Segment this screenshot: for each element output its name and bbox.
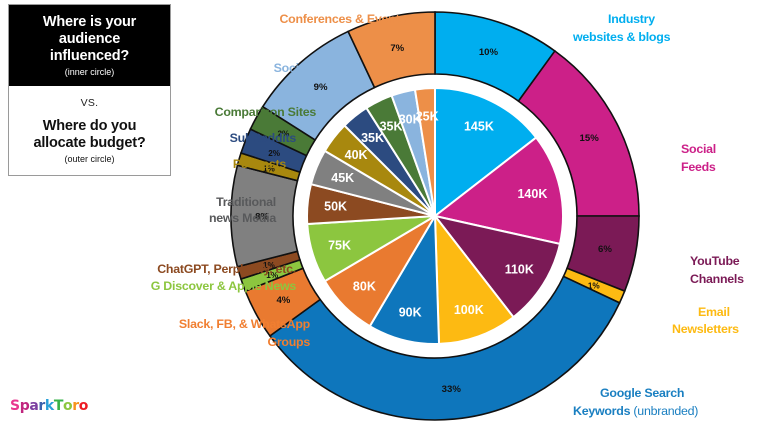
logo-letter: a xyxy=(29,398,39,414)
outer-slice-value: 6% xyxy=(598,244,612,255)
callout-podcasts: Podcasts xyxy=(232,157,286,171)
callout-social-ads: Social Ads xyxy=(273,61,335,75)
inner-slice-value: 25K xyxy=(416,109,439,123)
outer-slice xyxy=(347,11,436,89)
callout-google-search-2: Keywords (unbranded) xyxy=(573,404,768,418)
outer-ring-value-labels: 10%15%6%1%33%4%1%1%8%1%2%2%9%7% xyxy=(255,43,612,395)
inner-slice-value: 110K xyxy=(505,262,534,276)
double-ring-pie-chart: 10%15%6%1%33%4%1%1%8%1%2%2%9%7% 145K140K… xyxy=(230,11,640,421)
inner-slice-value: 140K xyxy=(517,187,547,201)
logo-letter: k xyxy=(44,398,54,414)
callout-slack-fb-whatsapp-1: Slack, FB, & WhatsApp xyxy=(178,317,310,331)
outer-slice xyxy=(268,275,621,421)
outer-ring-budget xyxy=(230,11,640,421)
callout-industry-websites-2: websites & blogs xyxy=(573,30,671,44)
inner-question-line1: Where is your xyxy=(42,14,137,30)
inner-circle-note: (inner circle) xyxy=(64,67,115,78)
callout-industry-websites-1: Industry xyxy=(608,12,655,26)
callout-email-newsletters-1: Email xyxy=(698,305,730,319)
google-keywords-bold: Keywords xyxy=(573,404,631,418)
outer-circle-note: (outer circle) xyxy=(64,154,115,165)
outer-slice-value: 1% xyxy=(263,261,276,270)
inner-question-line3: influenced? xyxy=(49,48,130,65)
inner-pie-value-labels: 145K 140K 110K 100K 90K 80K 75K 50K 45K 40K 35K35K… xyxy=(324,109,547,319)
outer-slice-value: 15% xyxy=(580,133,600,144)
outer-slice-value: 7% xyxy=(390,43,404,54)
google-unbranded-light: (unbranded) xyxy=(633,404,699,418)
callout-conferences-events: Conferences & Events xyxy=(279,12,406,26)
title-legend-box: Where is your audience influenced? (inne… xyxy=(8,4,171,177)
logo-letter: o xyxy=(62,398,73,414)
callout-social-feeds-1: Social xyxy=(681,142,717,156)
inner-slice-value: 45K xyxy=(331,171,354,185)
outer-slice-value: 4% xyxy=(276,295,290,306)
inner-slice xyxy=(432,214,562,319)
logo-letter: r xyxy=(38,398,45,414)
outer-slice-value: 9% xyxy=(314,82,328,93)
inner-slice xyxy=(432,136,564,246)
logo-letter: S xyxy=(10,398,20,414)
outer-circle-question: VS. Where do you allocate budget? (outer… xyxy=(9,86,170,176)
inner-slice-value: 80K xyxy=(353,280,376,294)
callout-email-newsletters-2: Newsletters xyxy=(672,322,739,336)
inner-question-line2: audience xyxy=(58,31,121,48)
callout-google-search-1: Google Search xyxy=(600,386,685,400)
inner-circle-question: Where is your audience influenced? (inne… xyxy=(9,5,170,87)
inner-pie-influence xyxy=(306,86,564,345)
inner-slice-value: 145K xyxy=(464,119,494,133)
inner-slice xyxy=(433,212,515,345)
logo-letter: p xyxy=(19,398,30,414)
logo-letter: r xyxy=(72,398,79,414)
inner-slice-value: 35K xyxy=(361,131,384,145)
outer-slice-value: 2% xyxy=(277,129,290,138)
outer-slice-value: 10% xyxy=(479,47,499,58)
callout-youtube-channels-1: YouTube xyxy=(690,254,740,268)
outer-slice-value: 8% xyxy=(255,212,269,223)
callout-subreddits: SubReddits xyxy=(229,131,297,145)
callout-youtube-channels-2: Channels xyxy=(690,272,744,286)
callout-traditional-news-2: news Media xyxy=(208,211,276,225)
inner-slice-value: 35K xyxy=(380,119,403,133)
outer-slice-value: 33% xyxy=(442,384,462,395)
inner-slice-value: 40K xyxy=(345,148,368,162)
vs-label: VS. xyxy=(80,97,99,110)
inner-slice-value: 90K xyxy=(399,306,422,320)
inner-slice-value: 30K xyxy=(399,112,422,126)
outer-question-line1: Where do you xyxy=(42,118,137,135)
inner-slice xyxy=(434,86,538,219)
callout-google-discover: G Discover & Apple News xyxy=(150,279,297,293)
inner-slice-value: 75K xyxy=(328,238,351,252)
outer-slice-value: 2% xyxy=(268,149,281,158)
callout-comparison-sites: Comparison Sites xyxy=(214,105,317,119)
outer-slice-value: 1% xyxy=(266,271,279,280)
inner-slice-value: 100K xyxy=(454,303,484,317)
inner-slice-value: 50K xyxy=(324,200,347,214)
sparktoro-logo: SparkToro xyxy=(10,398,88,414)
logo-letter: o xyxy=(78,398,89,414)
callout-social-feeds-2: Feeds xyxy=(681,160,716,174)
outer-question-line2: allocate budget? xyxy=(33,135,146,152)
logo-letter: T xyxy=(53,398,64,414)
inner-slice xyxy=(413,86,436,217)
outer-slice-value: 1% xyxy=(263,164,276,173)
callout-traditional-news-1: Traditional xyxy=(216,195,276,209)
callout-slack-fb-whatsapp-2: Groups xyxy=(267,335,310,349)
callout-chatgpt-perplexity: ChatGPT, Perplexity, etc. xyxy=(157,262,296,276)
outer-slice-value: 1% xyxy=(588,281,601,290)
